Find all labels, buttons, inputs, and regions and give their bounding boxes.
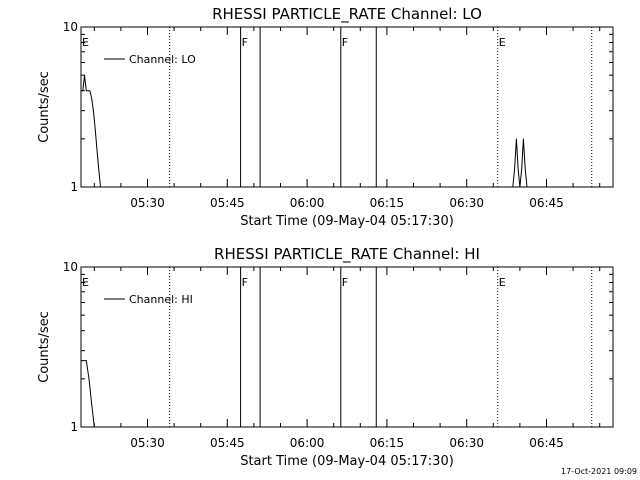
panel2-y-tick-label: 1: [70, 420, 78, 434]
panel1-plot-frame: [80, 26, 614, 188]
panel1-x-axis-label: Start Time (09-May-04 05:17:30): [240, 214, 454, 229]
panel1-x-tick-label: 06:15: [370, 196, 405, 210]
panel1-marker-label: E: [82, 36, 89, 49]
panel2-marker-label: E: [82, 276, 89, 289]
panel1-marker-label: F: [342, 36, 348, 49]
panel1-legend-entry: Channel: LO: [129, 53, 196, 66]
panel2-y-tick-label: 10: [63, 260, 78, 274]
panel2-plot-frame: [80, 266, 614, 428]
panel1-x-tick-label: 05:30: [130, 196, 165, 210]
panel2-x-tick-label: 06:00: [290, 436, 325, 450]
panel2-x-tick-label: 05:45: [210, 436, 245, 450]
panel2-x-tick-label: 05:30: [130, 436, 165, 450]
panel1-marker-label: E: [499, 36, 506, 49]
panel2-x-tick-label: 06:30: [449, 436, 484, 450]
panel2-x-tick-label: 06:15: [370, 436, 405, 450]
panel2-title: RHESSI PARTICLE_RATE Channel: HI: [214, 245, 480, 264]
panel2-y-axis-label: Counts/sec: [37, 311, 52, 383]
panel1-x-tick-label: 06:00: [290, 196, 325, 210]
panel1-series-line: [512, 138, 528, 188]
panel1-series-line: [81, 75, 103, 188]
panel1-chart: RHESSI PARTICLE_RATE Channel: LO Start Ti…: [37, 5, 614, 229]
panel2-marker-label: E: [499, 276, 506, 289]
panel2-chart: RHESSI PARTICLE_RATE Channel: HI Start Ti…: [37, 245, 614, 469]
panel1-x-tick-label: 06:30: [449, 196, 484, 210]
panel1-x-tick-label: 06:45: [529, 196, 564, 210]
panel2-legend-entry: Channel: HI: [129, 293, 193, 306]
panel1-y-tick-label: 10: [63, 20, 78, 34]
panel1-x-tick-label: 05:45: [210, 196, 245, 210]
panel2-x-tick-label: 06:45: [529, 436, 564, 450]
panel2-series-line: [81, 360, 95, 428]
panel2-x-axis-label: Start Time (09-May-04 05:17:30): [240, 454, 454, 469]
panel2-marker-label: F: [342, 276, 348, 289]
panel2-marker-label: F: [242, 276, 248, 289]
panel1-marker-label: F: [242, 36, 248, 49]
footer-timestamp: 17-Oct-2021 09:09: [561, 467, 637, 476]
panel1-y-tick-label: 1: [70, 180, 78, 194]
panel1-title: RHESSI PARTICLE_RATE Channel: LO: [212, 5, 482, 24]
panel1-y-axis-label: Counts/sec: [37, 71, 52, 143]
